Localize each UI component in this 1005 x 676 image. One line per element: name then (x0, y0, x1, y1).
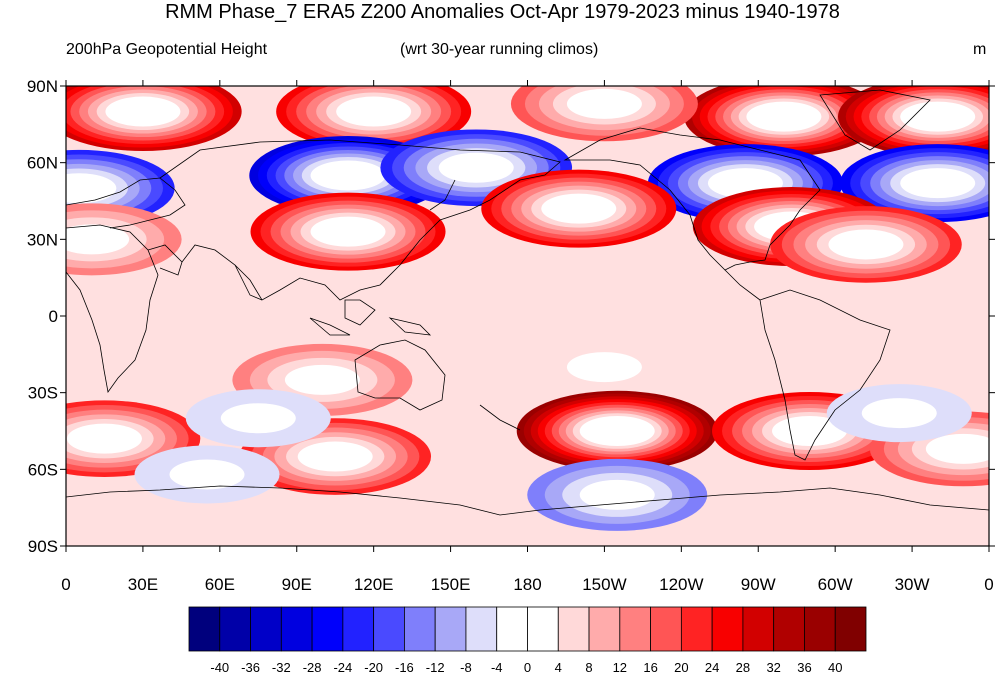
lat-tick-label: 0 (49, 307, 58, 326)
anomaly-field (66, 86, 989, 531)
lat-tick-label: 60S (28, 460, 58, 479)
anomaly-band (828, 229, 904, 260)
colorbar-label: -40 (210, 660, 229, 675)
anomaly-band (284, 364, 360, 395)
colorbar-label: 16 (643, 660, 657, 675)
lon-tick-label: 180 (513, 575, 541, 594)
colorbar-swatch (311, 606, 344, 652)
colorbar-swatch (188, 606, 221, 652)
colorbar-label: -8 (460, 660, 472, 675)
longitude-axis: 0 30E 60E 90E 120E 150E 180 150W 120W 90W 60W 30W 0 (61, 575, 993, 594)
anomaly-band (310, 160, 386, 191)
anomaly-band (541, 193, 617, 224)
anomaly-band (220, 403, 296, 434)
colorbar-swatch (280, 606, 313, 652)
colorbar-label: -28 (303, 660, 322, 675)
lon-tick-label: 120W (659, 575, 703, 594)
colorbar-swatch (219, 606, 251, 652)
lon-tick-label: 30W (895, 575, 930, 594)
anomaly-band (772, 416, 848, 446)
colorbar-label: 40 (828, 660, 842, 675)
colorbar-label: -32 (272, 660, 291, 675)
colorbar: -40 -36 -32 -28 -24 -20 -16 -12 -8 -4 0 4 8 12 16 20 24 2… (188, 606, 867, 675)
colorbar-swatch (773, 606, 805, 652)
lat-tick-label: 60N (27, 154, 58, 173)
colorbar-label: -12 (426, 660, 445, 675)
colorbar-label: 32 (766, 660, 780, 675)
anomaly-band (66, 423, 142, 454)
colorbar-label: 0 (524, 660, 531, 675)
anomaly-band (579, 416, 655, 446)
colorbar-label: 12 (613, 660, 627, 675)
lon-tick-label: 0 (984, 575, 993, 594)
colorbar-label: 24 (705, 660, 719, 675)
anomaly-band (925, 433, 989, 464)
colorbar-swatch (434, 606, 467, 652)
anomaly-band (438, 152, 514, 183)
colorbar-label: -36 (241, 660, 260, 675)
lon-tick-label: 60E (205, 575, 235, 594)
colorbar-swatch (834, 606, 867, 652)
colorbar-swatch (250, 606, 282, 652)
colorbar-swatch (650, 606, 682, 652)
colorbar-swatch (404, 606, 436, 652)
colorbar-label: 36 (797, 660, 811, 675)
lon-tick-label: 0 (61, 575, 70, 594)
anomaly-band (66, 224, 130, 255)
axis-ticks (60, 80, 995, 552)
lon-tick-label: 60W (818, 575, 853, 594)
latitude-axis: 90N 60N 30N 0 30S 60S 90S (27, 77, 58, 556)
colorbar-label: -20 (364, 660, 383, 675)
lat-tick-label: 90N (27, 77, 58, 96)
anomaly-band (66, 173, 117, 204)
coastlines (66, 89, 989, 516)
colorbar-label: 20 (674, 660, 688, 675)
anomaly-band (105, 96, 181, 127)
anomaly-band (297, 441, 373, 472)
colorbar-swatch (804, 606, 836, 652)
anomaly-band (746, 101, 822, 132)
colorbar-label: 28 (736, 660, 750, 675)
anomaly-band (566, 352, 642, 383)
colorbar-swatch (373, 606, 405, 652)
lat-tick-label: 90S (28, 537, 58, 556)
colorbar-label: -4 (491, 660, 503, 675)
colorbar-swatch (496, 606, 528, 652)
colorbar-swatch (742, 606, 775, 652)
colorbar-swatch (465, 606, 498, 652)
units-label: m (973, 41, 987, 58)
lat-tick-label: 30S (28, 384, 58, 403)
colorbar-swatch (557, 606, 590, 652)
figure-title: RMM Phase_7 ERA5 Z200 Anomalies Oct-Apr … (165, 1, 840, 23)
left-subtitle: 200hPa Geopotential Height (66, 41, 268, 58)
anomaly-band (336, 96, 412, 127)
colorbar-swatch (711, 606, 744, 652)
anomaly-band (900, 101, 976, 132)
colorbar-swatch (588, 606, 621, 652)
colorbar-swatch (342, 606, 375, 652)
lon-tick-label: 150E (431, 575, 471, 594)
colorbar-label: 4 (555, 660, 562, 675)
colorbar-swatch (527, 606, 559, 652)
lon-tick-label: 120E (354, 575, 394, 594)
anomaly-band (861, 398, 937, 429)
lon-tick-label: 90E (282, 575, 312, 594)
colorbar-swatch (680, 606, 713, 652)
colorbar-swatch (619, 606, 651, 652)
anomaly-band (900, 168, 976, 199)
lon-tick-label: 90W (741, 575, 776, 594)
lat-tick-label: 30N (27, 230, 58, 249)
anomaly-band (310, 216, 386, 247)
center-subtitle: (wrt 30-year running climos) (400, 41, 599, 58)
colorbar-label: 8 (585, 660, 592, 675)
colorbar-label: -16 (395, 660, 414, 675)
lon-tick-label: 30E (128, 575, 158, 594)
colorbar-label: -24 (333, 660, 352, 675)
lon-tick-label: 150W (582, 575, 626, 594)
anomaly-band (169, 459, 245, 490)
anomaly-band (566, 88, 642, 119)
